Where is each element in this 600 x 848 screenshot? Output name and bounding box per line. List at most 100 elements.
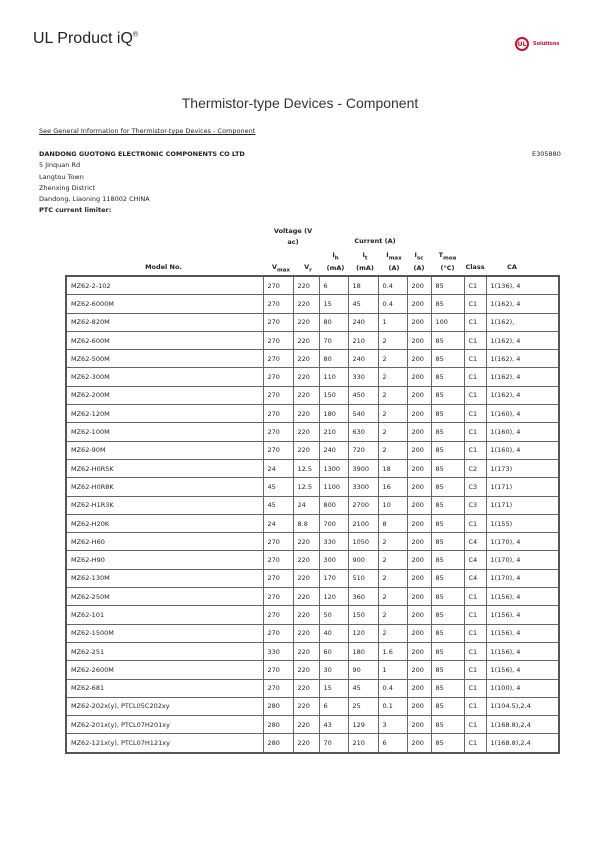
table-row: MZ62-H0R8K 45 12.5 1100 3300 16 200 85 C3 1(171) <box>65 477 560 497</box>
cell-ih: 150 <box>318 385 349 406</box>
cell-vmax: 270 <box>262 587 294 607</box>
cell-isc: 200 <box>406 660 432 680</box>
cell-tmoa: 85 <box>430 733 465 754</box>
cell-ca: 1(171) <box>485 495 560 515</box>
general-info-link[interactable]: See General Information for Thermistor-t… <box>39 127 256 135</box>
cell-class: C1 <box>463 275 487 296</box>
cell-ih: 180 <box>318 404 349 424</box>
cell-it: 45 <box>347 294 379 314</box>
table-row: MZ62-90M 270 220 240 720 2 200 85 C1 1(160), 4 <box>65 440 560 460</box>
cell-model: MZ62-1500M <box>65 623 264 643</box>
cell-vmax: 24 <box>262 458 294 479</box>
cell-ih: 1300 <box>318 458 349 479</box>
cell-ca: 1(162), <box>485 312 560 332</box>
header-current-group: Current (A) <box>354 237 396 245</box>
cell-tmoa: 85 <box>430 458 465 479</box>
cell-isc: 200 <box>406 587 432 607</box>
cell-ca: 1(170), 4 <box>485 550 560 570</box>
cell-vr: 24 <box>292 495 320 515</box>
cell-ca: 1(156), 4 <box>485 587 560 607</box>
cell-vr: 220 <box>292 568 320 589</box>
cell-ih: 6 <box>318 275 349 296</box>
header-class: Class <box>465 263 485 271</box>
table-row: MZ62-681 270 220 15 45 0.4 200 85 C1 1(100), 4 <box>65 678 560 698</box>
cell-isc: 200 <box>406 275 432 296</box>
cell-it: 2700 <box>347 495 379 515</box>
header-ca: CA <box>507 263 517 271</box>
cell-vmax: 270 <box>262 422 294 442</box>
cell-tmoa: 85 <box>430 495 465 515</box>
ptc-limiter-table: MZ62-2-102 270 220 6 18 0.4 200 85 C1 1(136), 4 MZ… <box>65 275 560 754</box>
cell-class: C1 <box>463 312 487 332</box>
cell-class: C1 <box>463 605 487 625</box>
cell-isc: 200 <box>406 440 432 460</box>
cell-imax: 6 <box>377 733 408 754</box>
header-voltage-group: Voltage (V ac) <box>273 227 313 246</box>
cell-vr: 220 <box>292 587 320 607</box>
cell-class: C4 <box>463 568 487 589</box>
header-vmax: Vmax <box>271 263 291 274</box>
cell-it: 450 <box>347 385 379 406</box>
cell-model: MZ62-500M <box>65 349 264 369</box>
cell-model: MZ62-2600M <box>65 660 264 680</box>
cell-imax: 2 <box>377 550 408 570</box>
cell-vr: 220 <box>292 404 320 424</box>
cell-ca: 1(160), 4 <box>485 440 560 460</box>
cell-isc: 200 <box>406 367 432 387</box>
table-row: MZ62-820M 270 220 80 240 1 200 100 C1 1(162), <box>65 312 560 332</box>
cell-imax: 1 <box>377 660 408 680</box>
cell-tmoa: 85 <box>430 367 465 387</box>
cell-it: 150 <box>347 605 379 625</box>
cell-vr: 220 <box>292 330 320 351</box>
cell-tmoa: 85 <box>430 349 465 369</box>
cell-tmoa: 85 <box>430 696 465 717</box>
cell-it: 330 <box>347 367 379 387</box>
table-row: MZ62-120M 270 220 180 540 2 200 85 C1 1(160), 4 <box>65 404 560 424</box>
cell-vmax: 270 <box>262 623 294 643</box>
header-ih: Ih (mA) <box>326 251 345 273</box>
cell-vr: 220 <box>292 275 320 296</box>
table-row: MZ62-300M 270 220 110 330 2 200 85 C1 1(162), 4 <box>65 367 560 387</box>
table-row: MZ62-600M 270 220 70 210 2 200 85 C1 1(162), 4 <box>65 330 560 351</box>
table-row: MZ62-201x(y), PTCL07H201xy 280 220 43 129 3 20… <box>65 715 560 735</box>
cell-class: C1 <box>463 349 487 369</box>
cell-tmoa: 85 <box>430 330 465 351</box>
header-vr: Vr <box>304 263 312 274</box>
cell-imax: 10 <box>377 495 408 515</box>
cell-vmax: 270 <box>262 385 294 406</box>
cell-class: C1 <box>463 641 487 662</box>
cell-vmax: 270 <box>262 678 294 698</box>
cell-class: C1 <box>463 733 487 754</box>
cell-vr: 220 <box>292 623 320 643</box>
cell-ih: 120 <box>318 587 349 607</box>
cell-vmax: 270 <box>262 294 294 314</box>
cell-vr: 220 <box>292 294 320 314</box>
cell-ca: 1(156), 4 <box>485 623 560 643</box>
cell-model: MZ62-H0R8K <box>65 477 264 497</box>
cell-vmax: 270 <box>262 349 294 369</box>
cell-it: 129 <box>347 715 379 735</box>
cell-vmax: 270 <box>262 367 294 387</box>
company-name: DANDONG GUOTONG ELECTRONIC COMPONENTS CO… <box>39 150 245 158</box>
cell-ca: 1(156), 4 <box>485 660 560 680</box>
address-line: Langtou Town <box>39 172 84 181</box>
cell-isc: 200 <box>406 422 432 442</box>
cell-imax: 2 <box>377 404 408 424</box>
ul-logo-icon: UL <box>515 37 529 51</box>
cell-class: C1 <box>463 715 487 735</box>
cell-isc: 200 <box>406 623 432 643</box>
table-row: MZ62-121x(y), PTCL07H121xy 280 220 70 210 6 20… <box>65 733 560 754</box>
file-number: E305880 <box>532 150 561 158</box>
cell-ih: 6 <box>318 696 349 717</box>
cell-model: MZ62-100M <box>65 422 264 442</box>
cell-isc: 200 <box>406 294 432 314</box>
table-row: MZ62-130M 270 220 170 510 2 200 85 C4 1(170), 4 <box>65 568 560 589</box>
cell-isc: 200 <box>406 532 432 552</box>
cell-model: MZ62-200M <box>65 385 264 406</box>
cell-vmax: 280 <box>262 696 294 717</box>
cell-vr: 8.8 <box>292 513 320 534</box>
cell-ca: 1(168.8),2,4 <box>485 733 560 754</box>
section-label: PTC current limiter: <box>39 206 112 214</box>
cell-ih: 170 <box>318 568 349 589</box>
cell-imax: 2 <box>377 440 408 460</box>
